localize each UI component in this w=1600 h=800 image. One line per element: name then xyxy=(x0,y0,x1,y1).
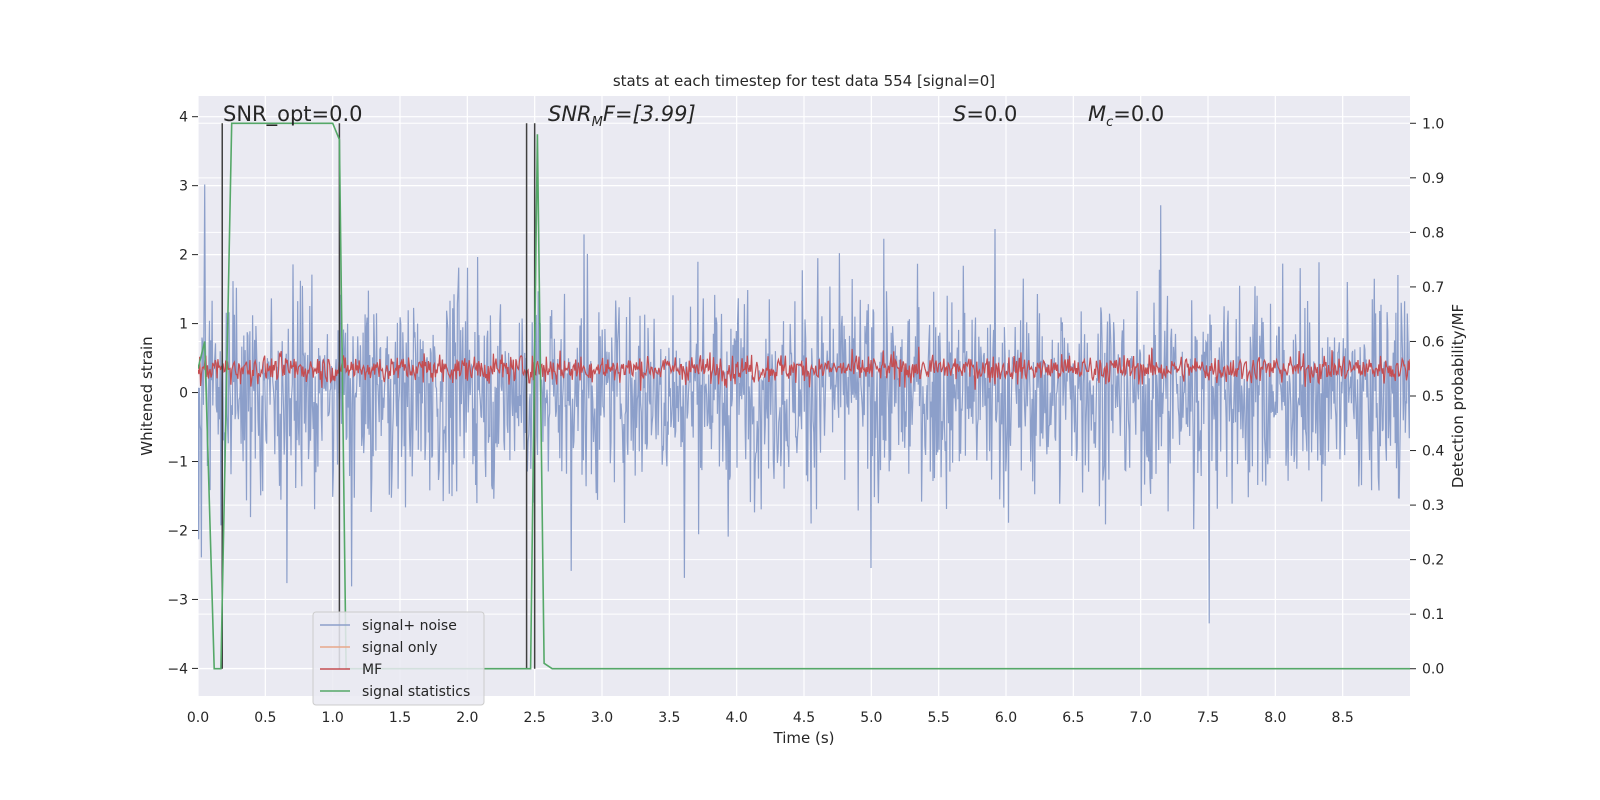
annotation-mc-base: M xyxy=(1088,102,1106,126)
y-left-tick-label: −3 xyxy=(167,592,188,608)
y-axis-left-label: Whitened strain xyxy=(138,336,156,455)
y-right-tick-label: 0.5 xyxy=(1422,389,1444,405)
x-tick-label: 7.5 xyxy=(1197,710,1219,726)
legend-label-mf: MF xyxy=(362,662,382,678)
y-left-tick-label: 3 xyxy=(179,179,188,195)
chart-title: stats at each timestep for test data 554… xyxy=(613,72,995,90)
x-tick-label: 2.5 xyxy=(524,710,546,726)
y-right-tick-label: 0.7 xyxy=(1422,280,1444,296)
y-right-tick-label: 0.4 xyxy=(1422,444,1444,460)
y-left-tick-label: 0 xyxy=(179,386,188,402)
legend: signal+ noise signal only MF signal stat… xyxy=(312,611,485,706)
x-tick-label: 0.5 xyxy=(254,710,276,726)
y-right-tick-label: 0.2 xyxy=(1422,553,1444,569)
y-axis-left-ticks: −4 −3 −2 −1 0 1 2 3 4 xyxy=(167,110,198,677)
y-left-tick-label: −1 xyxy=(167,455,188,471)
annotation-snr-opt: SNR_opt=0.0 xyxy=(223,102,363,127)
legend-label-signal-noise: signal+ noise xyxy=(362,618,457,634)
x-tick-label: 0.0 xyxy=(187,710,209,726)
annotation-mc: Mc=0.0 xyxy=(1088,102,1164,130)
annotation-snr-mf-sub: M xyxy=(592,115,603,130)
x-tick-label: 3.5 xyxy=(658,710,680,726)
series-mf xyxy=(198,346,1410,391)
y-right-tick-label: 0.9 xyxy=(1422,171,1444,187)
annotation-snr-mf: SNRMF=[3.99] xyxy=(548,102,696,130)
y-right-tick-label: 0.8 xyxy=(1422,225,1444,241)
x-tick-label: 4.5 xyxy=(793,710,815,726)
y-right-tick-label: 0.3 xyxy=(1422,498,1444,514)
y-axis-right-ticks: 0.0 0.1 0.2 0.3 0.4 0.5 0.6 0.7 0.8 0.9 1.0 xyxy=(1410,116,1444,678)
x-axis-label: Time (s) xyxy=(773,729,835,747)
y-right-tick-label: 0.0 xyxy=(1422,662,1444,678)
y-left-tick-label: 2 xyxy=(179,248,188,264)
x-tick-label: 8.5 xyxy=(1332,710,1354,726)
series-signal-statistics xyxy=(198,122,1410,670)
y-left-tick-label: −2 xyxy=(167,523,188,539)
y-right-tick-label: 1.0 xyxy=(1422,116,1444,132)
x-axis-ticks: 0.0 0.5 1.0 1.5 2.0 2.5 3.0 3.5 4.0 4.5 5.0 5.5 6.0 6… xyxy=(187,710,1354,726)
x-tick-label: 1.0 xyxy=(322,710,344,726)
y-right-tick-label: 0.1 xyxy=(1422,607,1444,623)
y-left-tick-label: 4 xyxy=(179,110,188,126)
legend-label-signal-only: signal only xyxy=(362,640,437,656)
x-tick-label: 8.0 xyxy=(1264,710,1286,726)
x-tick-label: 6.5 xyxy=(1062,710,1084,726)
annotation-snr-mf-base: SNR xyxy=(548,102,592,126)
x-tick-label: 1.5 xyxy=(389,710,411,726)
x-tick-label: 5.0 xyxy=(860,710,882,726)
annotation-s-base: S xyxy=(953,102,966,126)
annotation-mc-sub: c xyxy=(1106,115,1113,130)
series-signal-noise xyxy=(198,184,1410,624)
annotation-s: S=0.0 xyxy=(953,102,1017,126)
annotation-s-rest: =0.0 xyxy=(966,102,1017,126)
annotation-mc-rest: =0.0 xyxy=(1113,102,1164,126)
x-tick-label: 7.0 xyxy=(1130,710,1152,726)
legend-box xyxy=(312,611,485,706)
x-tick-label: 2.0 xyxy=(456,710,478,726)
legend-label-signal-statistics: signal statistics xyxy=(362,684,470,700)
x-tick-label: 3.0 xyxy=(591,710,613,726)
x-tick-label: 5.5 xyxy=(928,710,950,726)
y-left-tick-label: −4 xyxy=(167,661,188,677)
annotation-snr-mf-rest-f: F=[3.99] xyxy=(603,102,696,126)
y-right-tick-label: 0.6 xyxy=(1422,334,1444,350)
x-tick-label: 4.0 xyxy=(726,710,748,726)
x-tick-label: 6.0 xyxy=(995,710,1017,726)
y-left-tick-label: 1 xyxy=(179,317,188,333)
y-axis-right-label: Detection probability/MF xyxy=(1449,304,1467,488)
